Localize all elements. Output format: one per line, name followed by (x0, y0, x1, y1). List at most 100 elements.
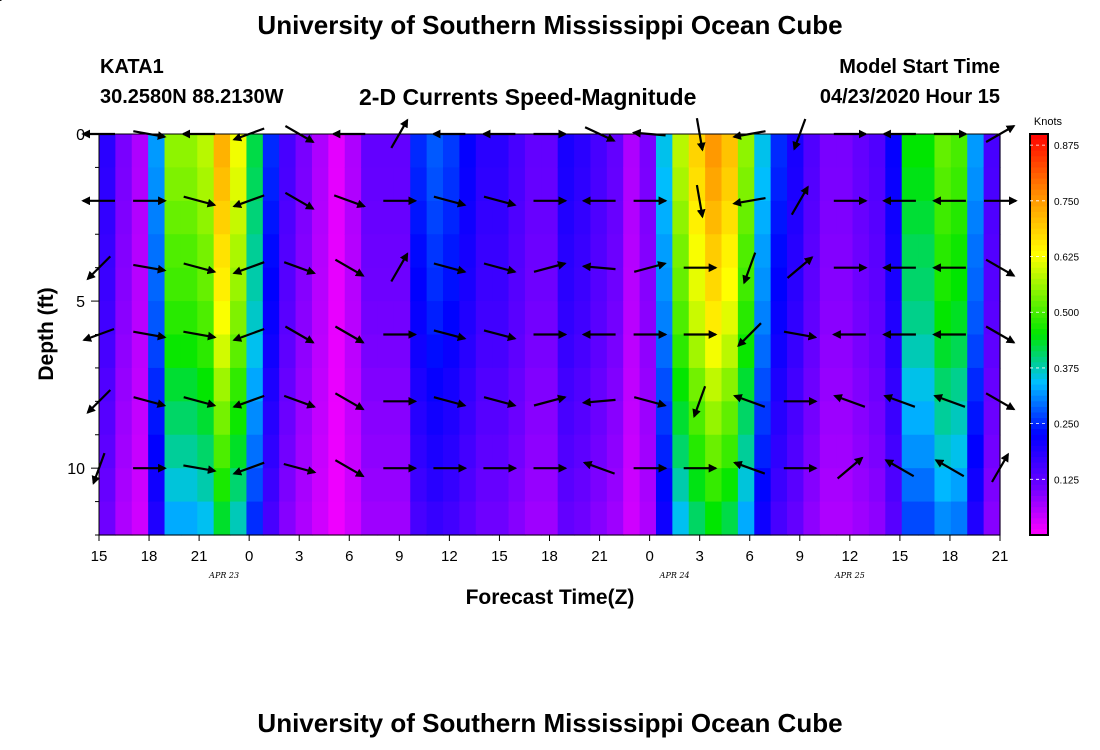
heatmap-cell (99, 334, 116, 369)
colorbar-cell (1030, 434, 1048, 441)
heatmap-cell (328, 367, 346, 402)
heatmap-cell (197, 167, 215, 202)
heatmap-cell (99, 234, 116, 269)
heatmap-cell (967, 401, 985, 436)
heatmap-cell (803, 334, 821, 369)
heatmap-cell (180, 468, 198, 503)
current-vector-arrow (742, 252, 757, 285)
x-tick-label: 12 (841, 548, 858, 565)
heatmap-cell (361, 401, 379, 436)
heatmap-cell (737, 200, 755, 235)
heatmap-cell (99, 200, 116, 235)
heatmap-cell (901, 367, 919, 402)
colorbar-cell (1030, 211, 1048, 219)
heatmap-cell (868, 334, 886, 369)
heatmap-cell (983, 334, 1001, 369)
heatmap-cell (131, 234, 149, 269)
current-vector-arrow (433, 396, 467, 408)
heatmap-cell (311, 167, 329, 202)
heatmap-cell (410, 234, 428, 269)
heatmap-cell (557, 367, 575, 402)
heatmap-cell (361, 234, 379, 269)
heatmap-cell (361, 434, 379, 469)
heatmap-cell (115, 200, 133, 235)
heatmap-cell (311, 334, 329, 369)
heatmap-cell (492, 134, 510, 169)
heatmap-cell (213, 134, 231, 169)
heatmap-cell (393, 401, 411, 436)
heatmap-cell (524, 200, 542, 235)
heatmap-cell (705, 267, 723, 302)
heatmap-cell (541, 200, 559, 235)
heatmap-cell (836, 167, 854, 202)
main-title: University of Southern Mississippi Ocean… (257, 10, 843, 40)
heatmap-cell (197, 200, 215, 235)
heatmap-cell (672, 301, 690, 336)
heatmap-cell (164, 301, 182, 336)
heatmap-cell (721, 401, 739, 436)
colorbar-cell (1030, 401, 1048, 408)
current-vector-arrow (582, 460, 615, 475)
heatmap-cell (328, 267, 346, 302)
heatmap-cell (115, 267, 133, 302)
heatmap-cell (393, 200, 411, 235)
heatmap-cell (918, 301, 936, 336)
heatmap-cell (492, 468, 510, 503)
current-vector-arrow (183, 330, 217, 341)
heatmap-cell (492, 434, 510, 469)
heatmap-cell (868, 434, 886, 469)
heatmap-cell (115, 434, 133, 469)
heatmap-cell (99, 401, 116, 436)
heatmap-cell (655, 200, 673, 235)
x-tick-label: 6 (345, 548, 353, 565)
heatmap-cell (295, 167, 313, 202)
heatmap-cell (819, 200, 837, 235)
heatmap-cell (787, 334, 805, 369)
colorbar-tick-label: 0.750 (1054, 197, 1079, 208)
heatmap-cell (443, 134, 460, 169)
heatmap-cell (901, 434, 919, 469)
colorbar-cell (1030, 518, 1048, 525)
heatmap-cell (180, 267, 198, 302)
x-tick-label: 15 (491, 548, 508, 565)
heatmap-cell (279, 301, 297, 336)
heatmap-cell (885, 134, 903, 169)
heatmap-cell (197, 367, 215, 402)
heatmap-cell (672, 367, 690, 402)
heatmap-cell (557, 468, 575, 503)
x-tick-label: 3 (695, 548, 703, 565)
heatmap-cell (164, 267, 182, 302)
heatmap-cell (606, 301, 624, 336)
current-vector-arrow (183, 195, 217, 208)
colorbar-frame (1029, 133, 1049, 536)
heatmap-cell (393, 367, 411, 402)
heatmap-cell (262, 334, 280, 369)
heatmap-cell (164, 334, 182, 369)
heatmap-cell (623, 367, 641, 402)
current-vector-arrow (183, 464, 217, 475)
heatmap-cell (770, 267, 788, 302)
heatmap-cell (246, 468, 264, 503)
heatmap-cell (934, 468, 952, 503)
heatmap-cell (295, 468, 313, 503)
heatmap-cell (311, 501, 329, 536)
heatmap-cell (328, 468, 346, 503)
heatmap-cell (672, 401, 690, 436)
heatmap-cell (459, 367, 477, 402)
heatmap-cell (475, 301, 493, 336)
footer-title: University of Southern Mississippi Ocean… (257, 708, 843, 738)
heatmap-cell (230, 267, 248, 302)
heatmap-cell (213, 367, 231, 402)
heatmap-cell (508, 468, 526, 503)
heatmap-cell (377, 501, 395, 536)
heatmap-cell (950, 468, 968, 503)
heatmap-cell (262, 167, 280, 202)
colorbar-cell (1030, 228, 1048, 235)
current-vector-arrow (283, 261, 316, 275)
y-axis-label: Depth (ft) (35, 287, 58, 380)
heatmap-cell (787, 301, 805, 336)
colorbar-cell (1030, 200, 1048, 207)
heatmap-cell (836, 334, 854, 369)
heatmap-cell (590, 468, 608, 503)
heatmap-cell (737, 434, 755, 469)
